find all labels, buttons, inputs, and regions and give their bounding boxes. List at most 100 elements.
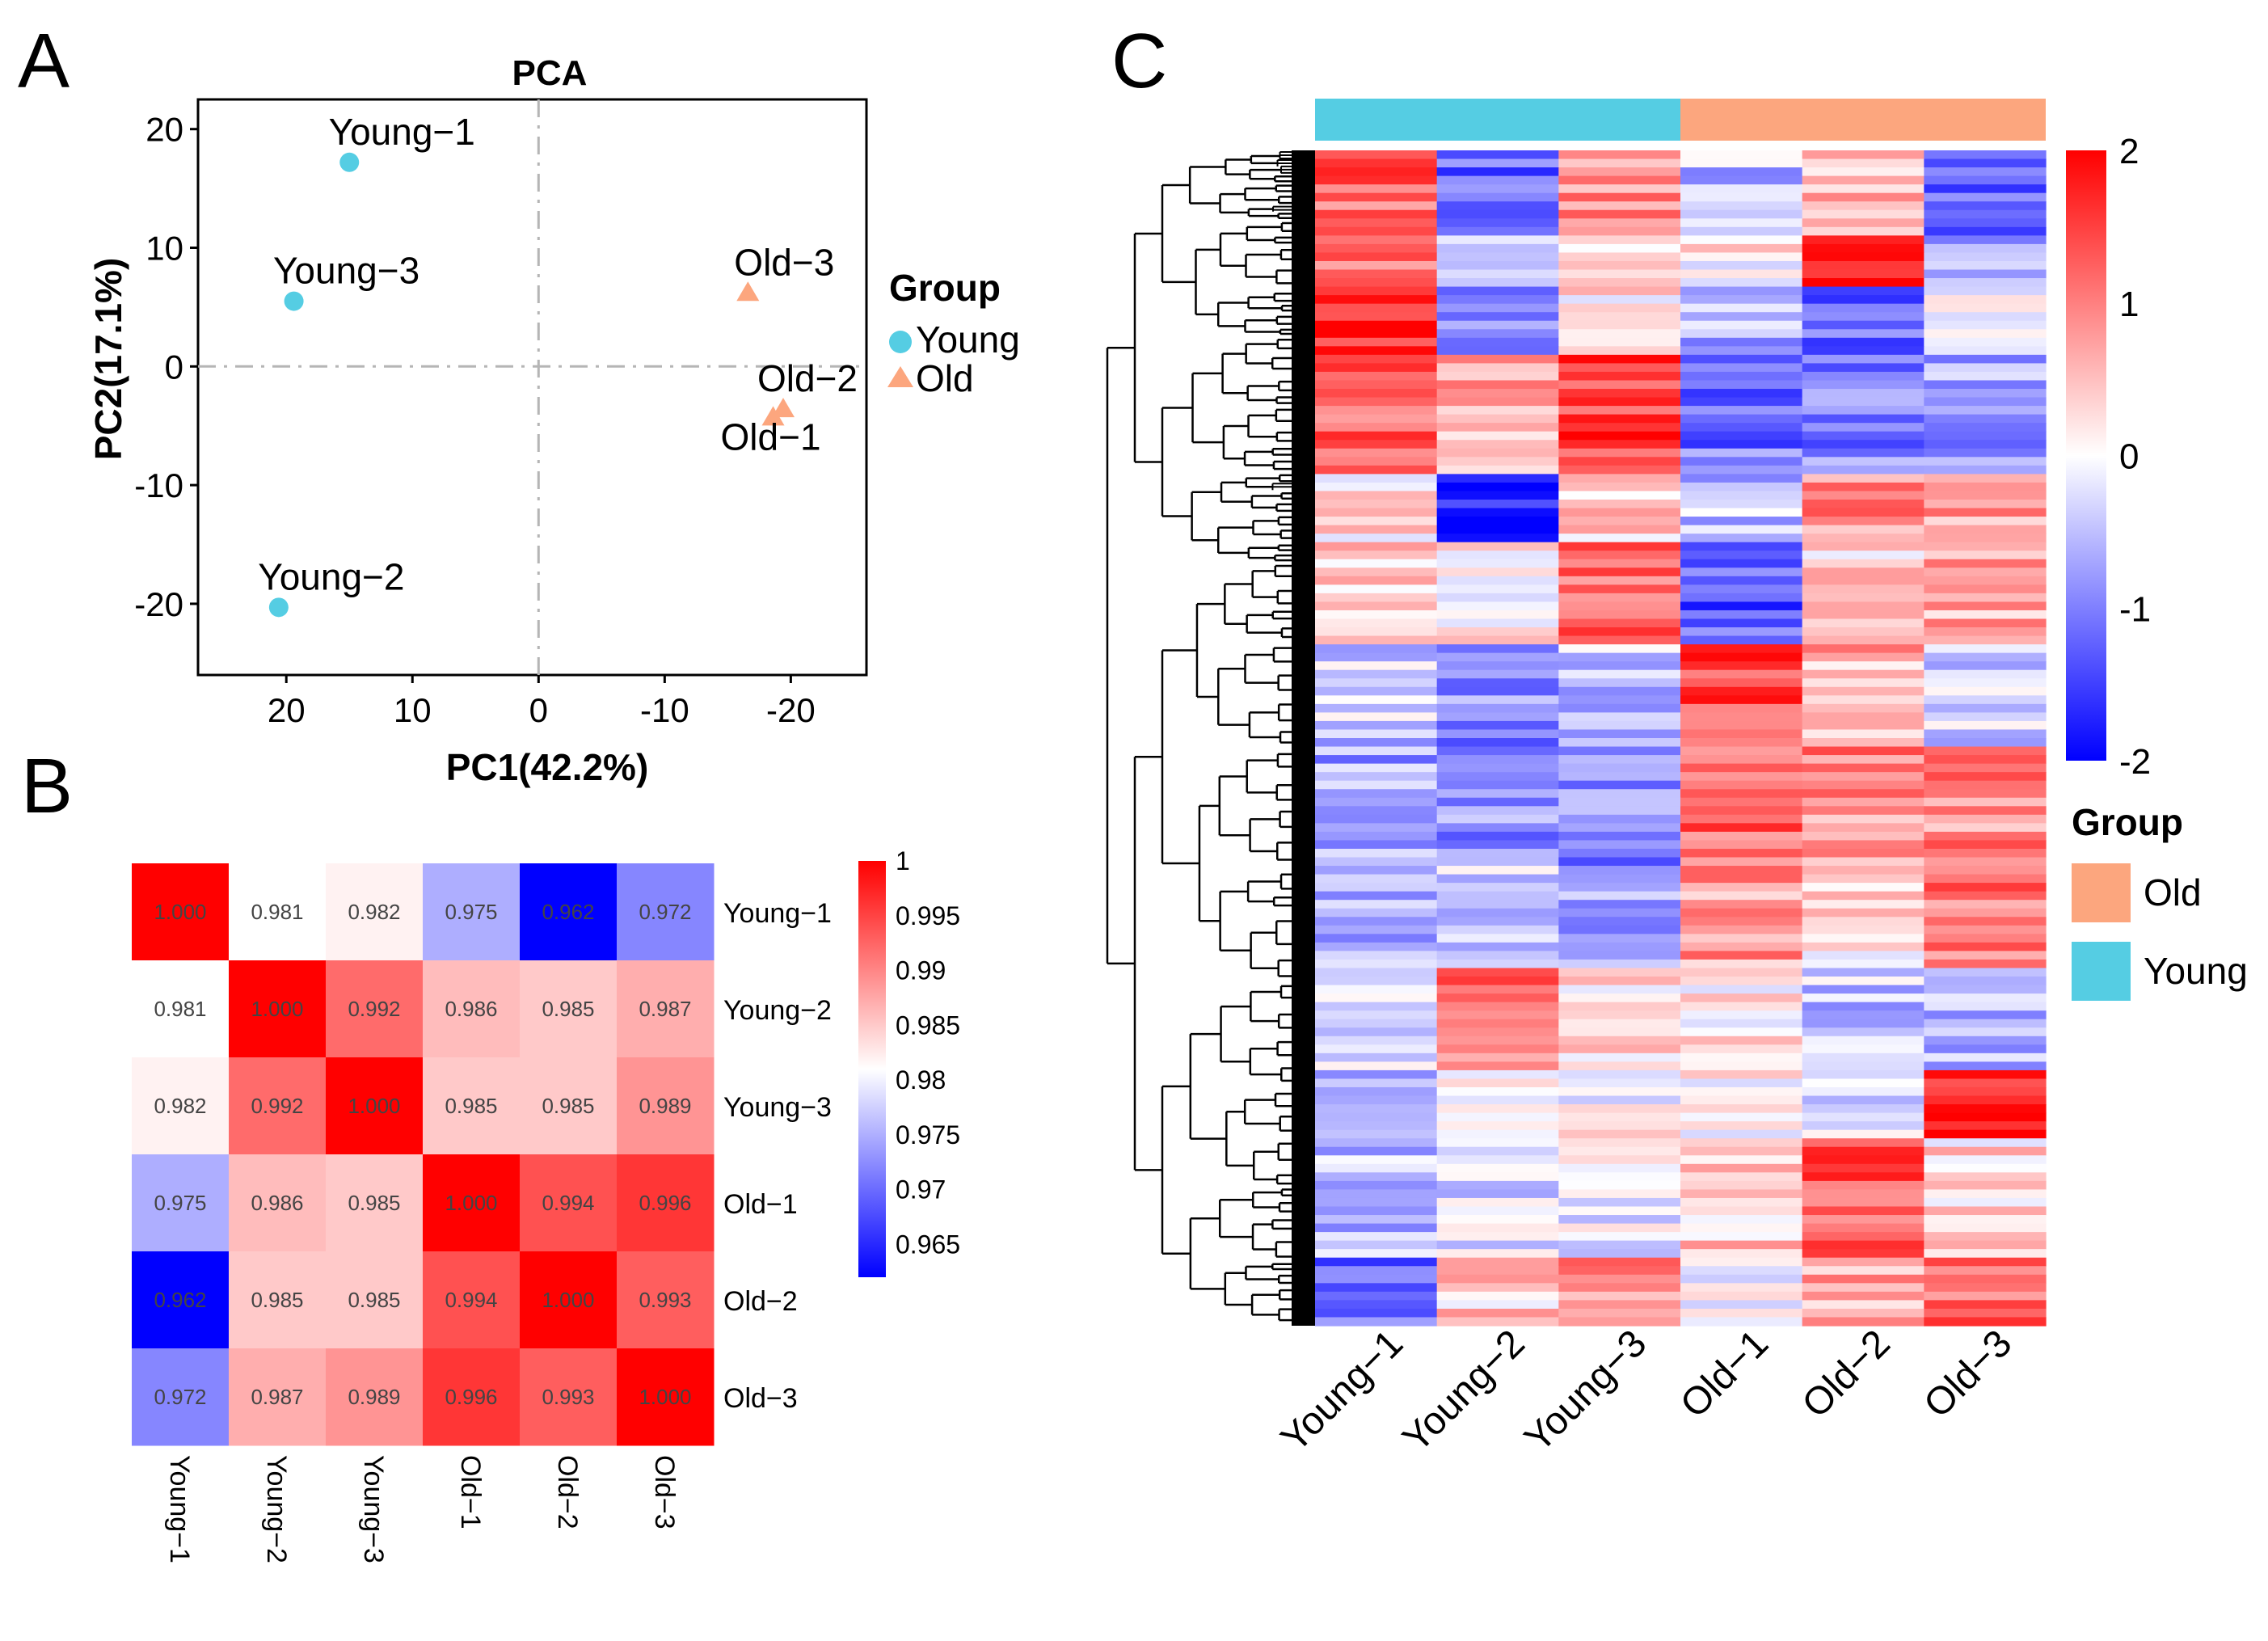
- expr-cell: [1924, 1163, 2047, 1173]
- corr-cell-value: 0.985: [348, 1191, 400, 1215]
- expr-cell: [1924, 635, 2047, 645]
- expr-cell: [1436, 192, 1559, 202]
- expr-cell: [1802, 363, 1924, 373]
- expr-cell: [1558, 406, 1681, 416]
- expr-cell: [1802, 874, 1924, 884]
- panel-label-c: C: [1111, 18, 1167, 104]
- expr-cell: [1558, 959, 1681, 969]
- expr-cell: [1680, 610, 1803, 620]
- expr-cell: [1315, 465, 1438, 475]
- expr-cell: [1436, 260, 1559, 271]
- expr-cell: [1680, 465, 1803, 475]
- expr-cell: [1802, 499, 1924, 509]
- expr-scale-tick-label: 2: [2119, 132, 2139, 171]
- expr-cell: [1315, 175, 1438, 185]
- expr-cell: [1436, 959, 1559, 969]
- expr-cell: [1436, 1274, 1559, 1284]
- expr-cell: [1680, 567, 1803, 577]
- expr-cell: [1680, 1138, 1803, 1148]
- expr-cell: [1558, 627, 1681, 637]
- expr-cell: [1924, 720, 2047, 731]
- expr-cell: [1315, 534, 1438, 543]
- expr-cell: [1924, 363, 2047, 373]
- expr-cell: [1802, 610, 1924, 620]
- expr-cell: [1558, 158, 1681, 168]
- expr-cell: [1924, 252, 2047, 262]
- expr-cell: [1924, 192, 2047, 202]
- expr-cell: [1436, 1112, 1559, 1122]
- expr-cell: [1680, 397, 1803, 407]
- expr-cell: [1436, 1061, 1559, 1071]
- expr-cell: [1924, 831, 2047, 842]
- corr-cell: [423, 1057, 521, 1155]
- expr-cell: [1924, 354, 2047, 365]
- expr-cell: [1315, 1223, 1438, 1233]
- expr-cell: [1558, 942, 1681, 952]
- expr-cell: [1680, 260, 1803, 271]
- expr-cell: [1924, 380, 2047, 390]
- expr-cell: [1436, 448, 1559, 458]
- expr-cell: [1558, 712, 1681, 722]
- expr-cell: [1802, 243, 1924, 254]
- expr-cell: [1924, 1061, 2047, 1071]
- pca-point-label: Old−2: [757, 357, 858, 399]
- expr-cell: [1436, 517, 1559, 526]
- expr-cell: [1315, 158, 1438, 168]
- expr-cell: [1924, 337, 2047, 347]
- expr-cell: [1802, 312, 1924, 322]
- expr-cell: [1802, 763, 1924, 773]
- expr-cell: [1680, 1163, 1803, 1173]
- expr-cell: [1558, 278, 1681, 288]
- expr-cell: [1802, 474, 1924, 483]
- expr-cell: [1924, 534, 2047, 543]
- expr-cell: [1436, 1249, 1559, 1259]
- pca-point-old: [761, 406, 785, 426]
- expr-cell: [1680, 686, 1803, 696]
- expr-cell: [1680, 278, 1803, 288]
- expr-cell: [1924, 1172, 2047, 1182]
- expr-cell: [1436, 406, 1559, 416]
- expr-cell: [1802, 848, 1924, 858]
- expr-cell: [1802, 201, 1924, 211]
- expr-cell: [1436, 440, 1559, 449]
- expr-cell: [1436, 1308, 1559, 1318]
- expr-cell: [1315, 695, 1438, 705]
- expr-cell: [1436, 1232, 1559, 1242]
- expr-cell: [1436, 1197, 1559, 1208]
- corr-row-label: Old−3: [723, 1383, 798, 1414]
- expr-cell: [1802, 1180, 1924, 1191]
- expr-cell: [1680, 380, 1803, 390]
- corr-row-label: Young−3: [723, 1092, 832, 1123]
- expr-cell: [1558, 806, 1681, 816]
- expr-cell: [1436, 1240, 1559, 1250]
- expr-cell: [1680, 806, 1803, 816]
- expr-cell: [1924, 1146, 2047, 1156]
- expr-cell: [1924, 1317, 2047, 1327]
- expr-cell: [1436, 1206, 1559, 1216]
- expr-cell: [1802, 150, 1924, 160]
- expr-cell: [1436, 158, 1559, 168]
- expr-cell: [1315, 1266, 1438, 1276]
- expr-cell: [1924, 908, 2047, 918]
- expr-cell: [1558, 1027, 1681, 1037]
- expr-cell: [1680, 1095, 1803, 1105]
- expr-cell: [1558, 900, 1681, 909]
- expr-cell: [1802, 371, 1924, 382]
- corr-cell: [617, 960, 715, 1058]
- expr-cell: [1802, 209, 1924, 219]
- expr-cell: [1924, 1138, 2047, 1148]
- expr-cell: [1558, 738, 1681, 748]
- expr-cell: [1558, 584, 1681, 594]
- expr-cell: [1924, 874, 2047, 884]
- expr-cell: [1802, 1002, 1924, 1011]
- expr-cell: [1436, 346, 1559, 356]
- pca-x-tick-label: 20: [268, 691, 306, 729]
- expr-cell: [1558, 525, 1681, 534]
- corr-cell-value: 1.000: [348, 1094, 400, 1118]
- expr-cell: [1558, 661, 1681, 671]
- expr-cell: [1315, 1317, 1438, 1327]
- expr-cell: [1680, 1121, 1803, 1131]
- expr-cell: [1436, 491, 1559, 500]
- expr-cell: [1802, 1283, 1924, 1293]
- expr-cell: [1315, 866, 1438, 875]
